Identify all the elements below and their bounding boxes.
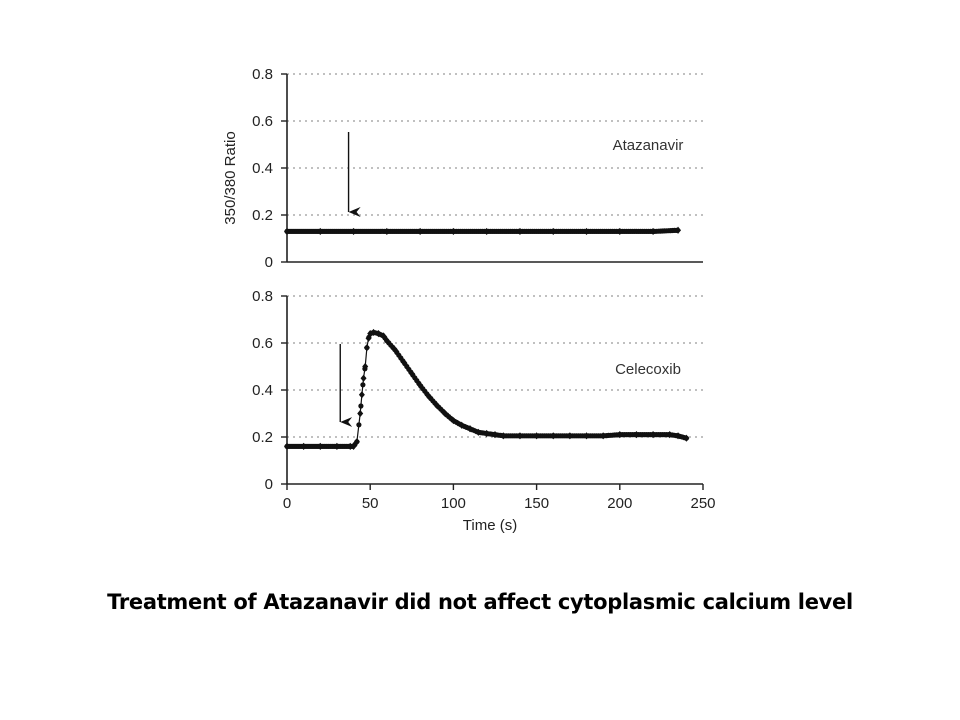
chart-svg: 0 0.2 0.4 0.6 0.8 350/380 Ratio Atazanavir 0 0.…: [0, 0, 960, 560]
figure: 0 0.2 0.4 0.6 0.8 350/380 Ratio Atazanavir 0 0.…: [0, 0, 960, 560]
y-axis-title: 350/380 Ratio: [222, 131, 239, 224]
y-tick-label: 0: [265, 476, 273, 493]
caption: Treatment of Atazanavir did not affect c…: [0, 590, 960, 614]
data-point: [361, 375, 367, 382]
data-point: [356, 422, 361, 427]
panel-celecoxib: 0 0.2 0.4 0.6 0.8 0 50 100 150 200 250 Time (s) Cele…: [252, 288, 715, 534]
x-axis-title: Time (s): [463, 517, 517, 534]
y-tick-label: 0.2: [252, 429, 273, 446]
x-tick-label: 250: [690, 495, 715, 512]
x-tick-label: 0: [283, 495, 291, 512]
x-tick-label: 200: [607, 495, 632, 512]
y-tick-label: 0.6: [252, 335, 273, 352]
data-point: [364, 344, 370, 351]
data-point: [359, 391, 365, 398]
data-point: [358, 403, 363, 408]
y-tick-label: 0.4: [252, 382, 273, 399]
y-tick-label: 0.2: [252, 207, 273, 224]
x-tick-label: 150: [524, 495, 549, 512]
y-tick-label: 0.8: [252, 66, 273, 83]
y-tick-label: 0.4: [252, 160, 273, 177]
data-point: [357, 410, 363, 417]
x-tick-label: 50: [362, 495, 379, 512]
panel-atazanavir: 0 0.2 0.4 0.6 0.8 350/380 Ratio Atazanavir: [222, 66, 703, 271]
data-point: [360, 382, 365, 387]
x-tick-label: 100: [441, 495, 466, 512]
y-tick-label: 0.8: [252, 288, 273, 305]
panel-label: Atazanavir: [613, 137, 684, 154]
y-tick-label: 0.6: [252, 113, 273, 130]
y-tick-label: 0: [265, 254, 273, 271]
panel-label: Celecoxib: [615, 361, 681, 378]
